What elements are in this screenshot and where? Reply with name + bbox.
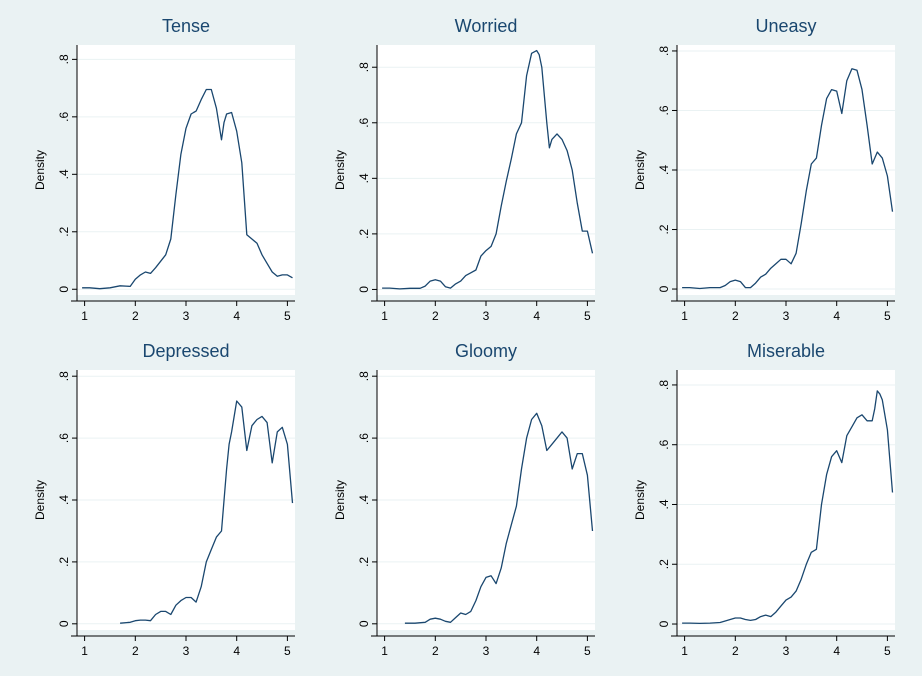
y-axis-title: Density — [333, 480, 347, 520]
x-tick-label: 4 — [833, 309, 840, 323]
x-tick-label: 2 — [732, 644, 739, 658]
y-axis-title: Density — [33, 150, 47, 190]
y-tick-label: .4 — [357, 173, 371, 183]
chart-panel-1: 0 .2 .4 .6 .8 1 2 3 4 5 Density Tense — [33, 16, 295, 323]
y-tick-label: 0 — [57, 286, 71, 293]
y-tick-label: 0 — [57, 620, 71, 627]
x-tick-label: 2 — [432, 644, 439, 658]
chart-title: Uneasy — [755, 16, 816, 36]
chart-panel-3: 0 .2 .4 .6 .8 1 2 3 4 5 Density Uneasy — [633, 16, 895, 323]
plot-area — [677, 370, 895, 630]
density-line — [682, 68, 894, 290]
x-tick-label: 4 — [233, 644, 240, 658]
y-tick-label: .4 — [657, 499, 671, 509]
chart-title: Worried — [455, 16, 518, 36]
y-tick-label: .2 — [657, 559, 671, 569]
chart-title: Miserable — [747, 341, 825, 361]
x-tick-label: 5 — [584, 309, 591, 323]
y-tick-label: .6 — [357, 117, 371, 127]
x-tick-label: 1 — [681, 644, 688, 658]
y-tick-label: .2 — [57, 557, 71, 567]
x-tick-label: 2 — [132, 644, 139, 658]
x-tick-label: 4 — [533, 309, 540, 323]
y-tick-label: .8 — [657, 46, 671, 56]
x-tick-label: 2 — [132, 309, 139, 323]
y-tick-label: .2 — [657, 224, 671, 234]
y-tick-label: 0 — [657, 285, 671, 292]
density-line — [82, 88, 293, 290]
plot-area — [77, 45, 295, 295]
x-tick-label: 3 — [183, 644, 190, 658]
x-tick-label: 5 — [284, 644, 291, 658]
x-tick-label: 5 — [584, 644, 591, 658]
y-axis-title: Density — [633, 150, 647, 190]
density-line — [682, 390, 894, 625]
y-tick-label: .4 — [357, 495, 371, 505]
x-tick-label: 2 — [432, 309, 439, 323]
x-tick-label: 3 — [483, 644, 490, 658]
y-tick-label: .2 — [357, 557, 371, 567]
y-tick-label: .8 — [57, 54, 71, 64]
x-tick-label: 1 — [81, 644, 88, 658]
y-tick-label: .4 — [57, 169, 71, 179]
y-tick-label: .2 — [57, 226, 71, 236]
x-tick-label: 5 — [284, 309, 291, 323]
y-axis-title: Density — [33, 480, 47, 520]
x-tick-label: 1 — [381, 644, 388, 658]
y-tick-label: .4 — [657, 165, 671, 175]
plot-area — [377, 45, 595, 295]
chart-title: Gloomy — [455, 341, 517, 361]
x-tick-label: 5 — [884, 644, 891, 658]
chart-panel-6: 0 .2 .4 .6 .8 1 2 3 4 5 Density Miserable — [633, 341, 895, 658]
density-line — [120, 400, 294, 624]
y-tick-label: .2 — [357, 229, 371, 239]
y-tick-label: .4 — [57, 495, 71, 505]
y-tick-label: .6 — [657, 439, 671, 449]
y-axis-title: Density — [333, 150, 347, 190]
y-tick-label: 0 — [357, 286, 371, 293]
chart-panel-5: 0 .2 .4 .6 .8 1 2 3 4 5 Density Gloomy — [333, 341, 595, 658]
chart-title: Depressed — [142, 341, 229, 361]
x-tick-label: 3 — [783, 644, 790, 658]
x-tick-label: 3 — [183, 309, 190, 323]
y-tick-label: .8 — [357, 62, 371, 72]
y-axis-title: Density — [633, 480, 647, 520]
y-tick-label: .8 — [357, 371, 371, 381]
x-tick-label: 4 — [233, 309, 240, 323]
x-tick-label: 1 — [381, 309, 388, 323]
x-tick-label: 4 — [833, 644, 840, 658]
y-tick-label: .6 — [57, 433, 71, 443]
x-tick-label: 5 — [884, 309, 891, 323]
density-line — [382, 49, 594, 290]
x-tick-label: 3 — [483, 309, 490, 323]
x-tick-label: 1 — [681, 309, 688, 323]
chart-panel-4: 0 .2 .4 .6 .8 1 2 3 4 5 Density Depressed — [33, 341, 295, 658]
y-tick-label: .6 — [657, 105, 671, 115]
y-tick-label: .6 — [357, 433, 371, 443]
chart-panel-2: 0 .2 .4 .6 .8 1 2 3 4 5 Density Worried — [333, 16, 595, 323]
chart-title: Tense — [162, 16, 210, 36]
y-tick-label: 0 — [357, 620, 371, 627]
x-tick-label: 3 — [783, 309, 790, 323]
x-tick-label: 2 — [732, 309, 739, 323]
density-line — [404, 412, 594, 624]
x-tick-label: 4 — [533, 644, 540, 658]
y-tick-label: .6 — [57, 112, 71, 122]
y-tick-label: .8 — [57, 371, 71, 381]
x-tick-label: 1 — [81, 309, 88, 323]
y-tick-label: 0 — [657, 620, 671, 627]
y-tick-label: .8 — [657, 380, 671, 390]
